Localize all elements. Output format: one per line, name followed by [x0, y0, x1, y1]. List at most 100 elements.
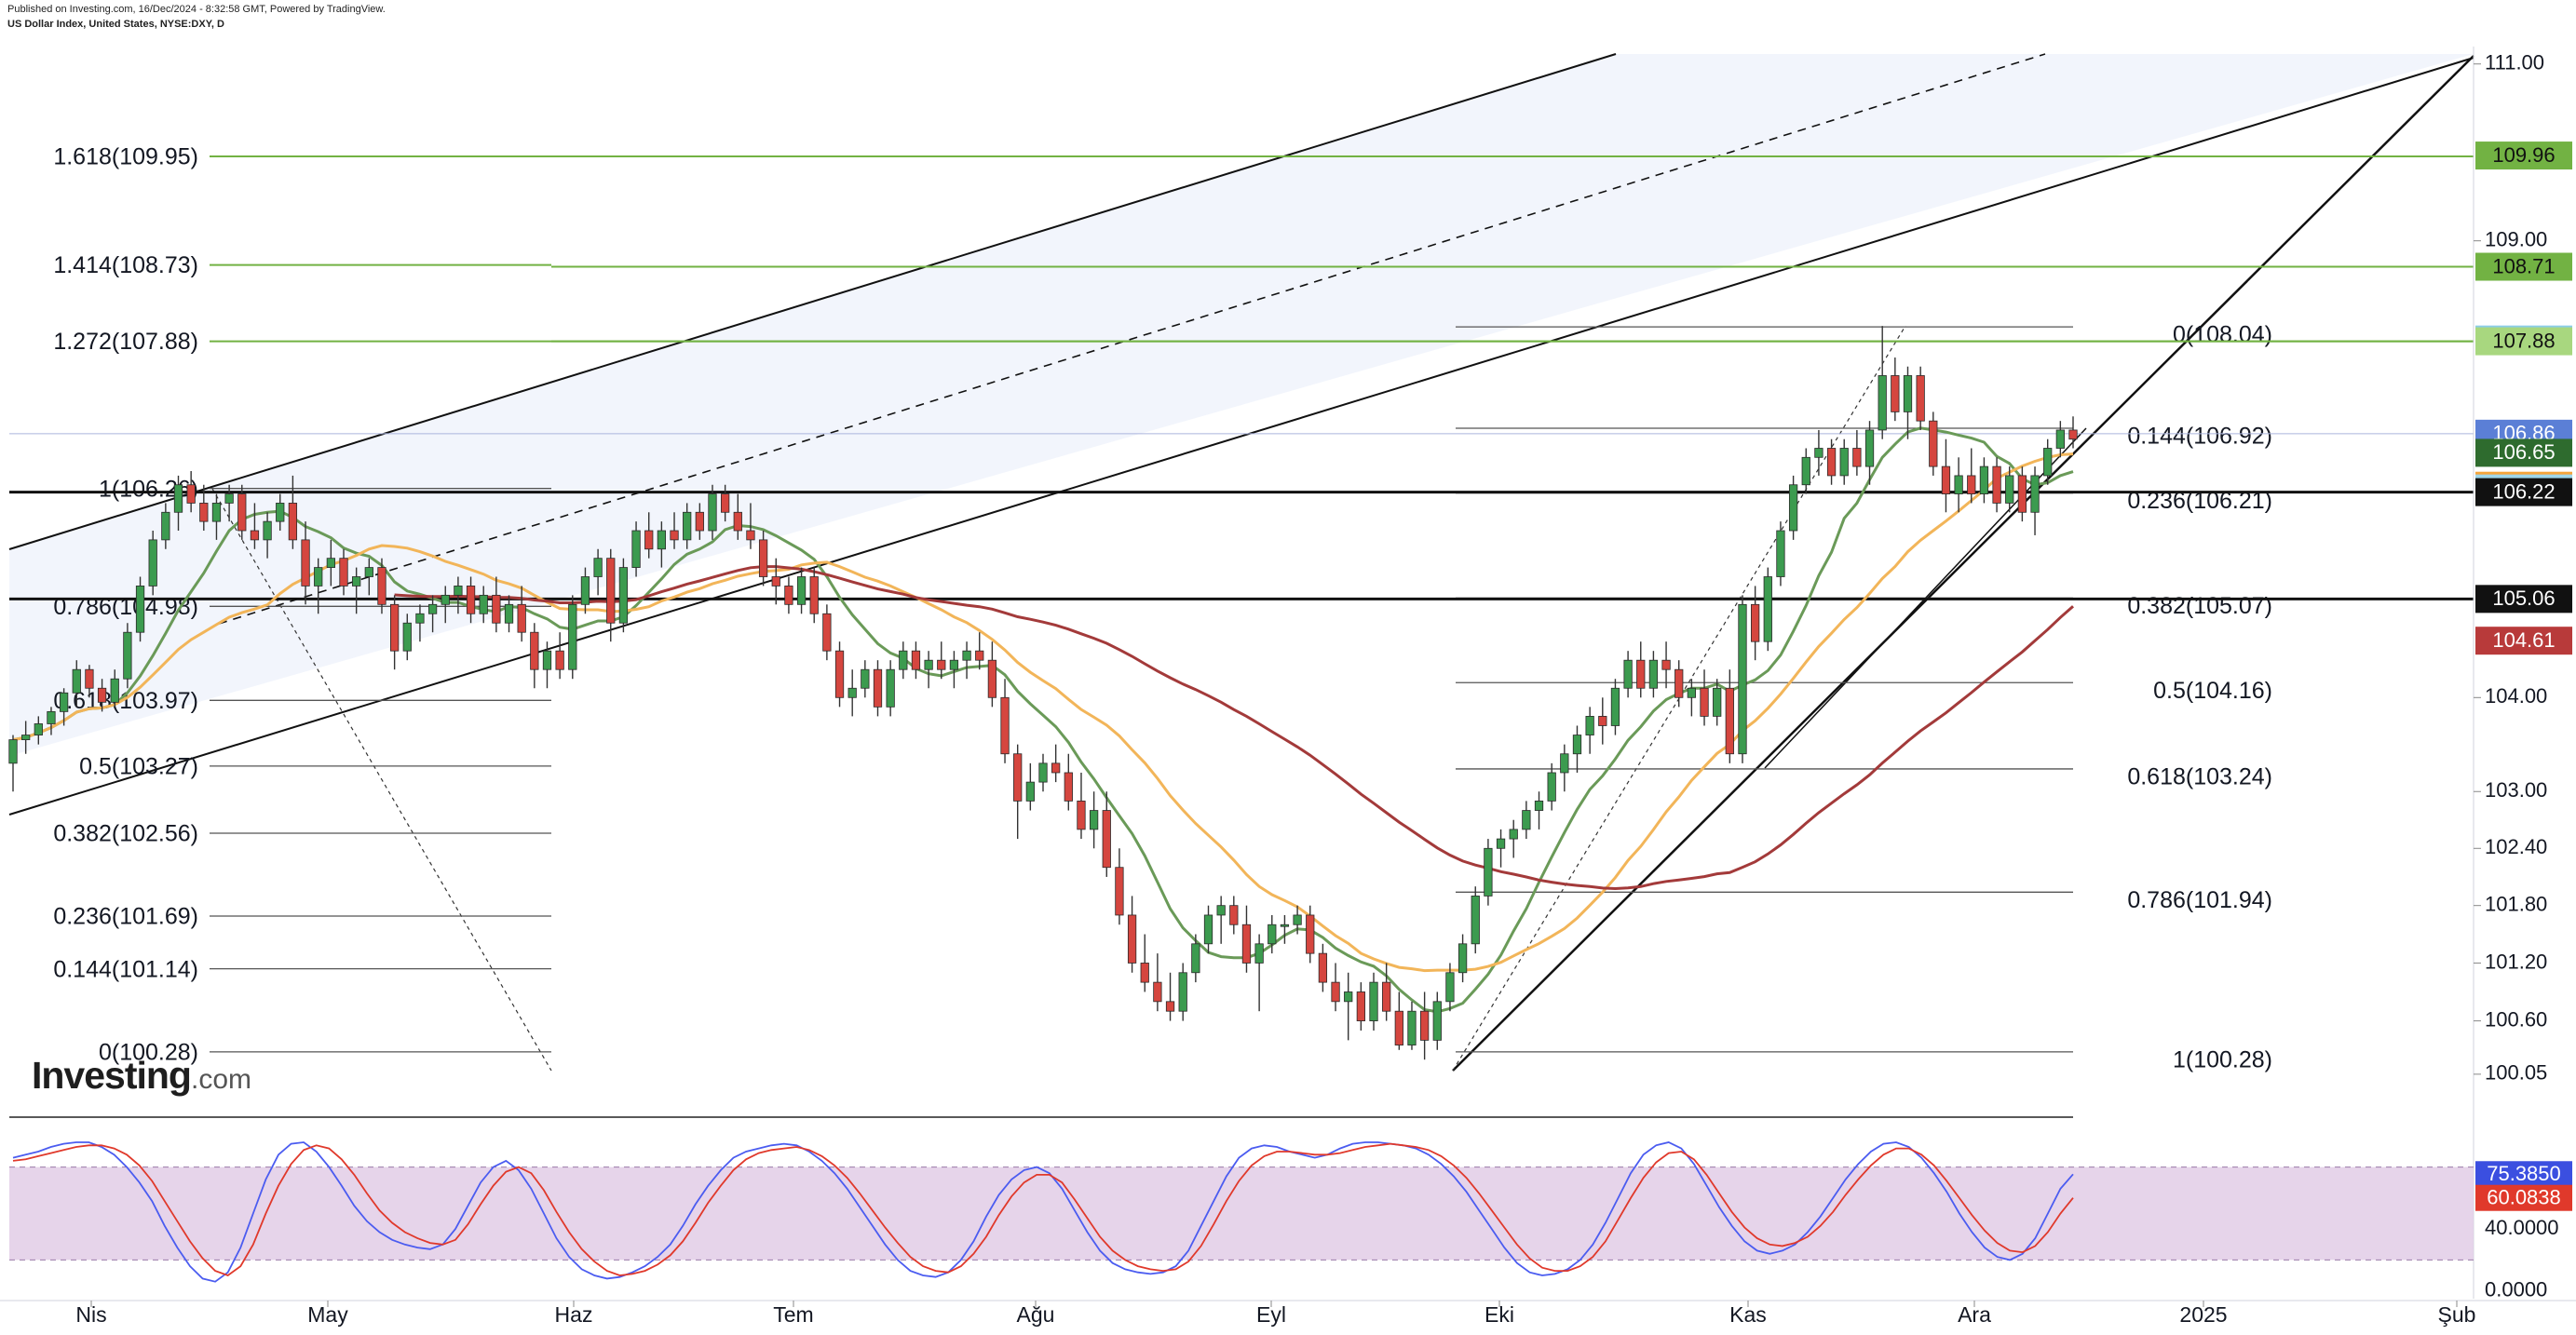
candle-body: [454, 586, 463, 596]
candle: [1216, 896, 1226, 944]
candle-body: [288, 503, 298, 541]
candle: [1127, 896, 1137, 973]
candle-body: [1000, 696, 1010, 755]
candle: [1826, 438, 1837, 485]
candle-body: [809, 576, 819, 614]
candle-body: [1203, 914, 1213, 945]
candle: [1293, 905, 1302, 935]
candle-body: [746, 530, 755, 541]
price-badge-text: 109.96: [2492, 143, 2555, 167]
candle: [962, 641, 971, 680]
candle: [886, 660, 895, 717]
price-badge-bg: [2475, 142, 2572, 170]
candle: [1254, 934, 1264, 1012]
candle: [771, 558, 780, 605]
candle-body: [1763, 576, 1772, 642]
candle-body: [314, 567, 323, 587]
candle: [1801, 448, 1810, 494]
candle: [861, 660, 870, 698]
candle: [1954, 457, 1963, 513]
fib-right-label: 0.5(104.16): [2153, 678, 2272, 704]
candle-body: [1382, 981, 1391, 1012]
candle-body: [886, 668, 895, 708]
candle: [1687, 679, 1697, 717]
candle-body: [873, 668, 883, 708]
candle: [975, 632, 984, 670]
candle-body: [580, 576, 590, 605]
candle-body: [1560, 753, 1569, 774]
candle: [1203, 905, 1213, 954]
candle-body: [1025, 781, 1035, 802]
candle-body: [211, 503, 222, 522]
candle: [1903, 366, 1913, 439]
candle: [2043, 438, 2053, 485]
candle-body: [1776, 530, 1785, 577]
candle-body: [758, 539, 768, 577]
candle-body: [1534, 800, 1544, 811]
fib-left-label: 0.144(101.14): [53, 956, 198, 982]
candle: [1852, 429, 1862, 476]
candle: [34, 716, 43, 745]
candle: [580, 567, 590, 614]
candle: [47, 707, 56, 735]
candle: [1153, 953, 1162, 1012]
candle-body: [721, 493, 730, 513]
candle: [1534, 791, 1544, 829]
candle-body: [2055, 429, 2065, 449]
candle-body: [1140, 963, 1149, 983]
stoch-badge-bg: [2475, 1184, 2572, 1211]
x-tick-label: Haz: [555, 1302, 593, 1327]
candle-body: [1547, 772, 1556, 802]
candle-body: [1356, 991, 1365, 1021]
price-badge-text: 106.65: [2492, 440, 2555, 464]
candle-body: [1115, 867, 1124, 916]
candle: [1623, 651, 1633, 698]
candle: [1178, 963, 1187, 1021]
candle-body: [1700, 687, 1709, 717]
candle-body: [1089, 810, 1099, 830]
candle: [1457, 934, 1468, 983]
candle: [530, 623, 539, 689]
candle-body: [1674, 668, 1684, 698]
candle: [937, 641, 946, 680]
candle: [1839, 438, 1849, 485]
price-label-badge: 107.88: [2475, 327, 2572, 356]
candle: [1445, 963, 1455, 1012]
candle: [2030, 466, 2040, 535]
candle: [1331, 963, 1340, 1012]
candle-body: [224, 493, 234, 504]
x-tick-label: Ara: [1958, 1302, 1991, 1327]
candle-body: [1496, 838, 1506, 849]
stoch-badge-text: 60.0838: [2487, 1186, 2561, 1209]
logo-main: Investing: [32, 1054, 192, 1097]
candle-body: [1280, 924, 1290, 927]
candle-body: [250, 530, 260, 541]
price-label-badge: 106.65: [2475, 438, 2572, 467]
candle: [1509, 819, 1518, 858]
candle: [1013, 744, 1023, 840]
candle-body: [97, 687, 107, 703]
price-badge-bg: [2475, 585, 2572, 614]
candle-body: [21, 735, 31, 741]
candle: [809, 567, 819, 624]
candle-body: [1038, 762, 1048, 783]
candle-body: [72, 668, 81, 694]
candle-body: [2017, 475, 2027, 513]
candle: [1051, 744, 1061, 783]
candle-body: [1814, 448, 1824, 458]
candle: [148, 531, 157, 596]
channel-mid-dashed: [218, 53, 2046, 625]
candle: [555, 632, 564, 680]
candle: [186, 471, 196, 513]
candle: [1572, 725, 1582, 773]
candle-body: [542, 650, 552, 670]
price-badge-text: 107.88: [2492, 329, 2555, 352]
fib-left-label: 0.382(102.56): [53, 821, 198, 847]
candle: [1306, 905, 1315, 964]
candle: [479, 586, 488, 624]
candle: [377, 558, 386, 614]
candle-body: [1864, 429, 1875, 467]
candle: [364, 558, 373, 596]
candle: [1916, 366, 1925, 430]
